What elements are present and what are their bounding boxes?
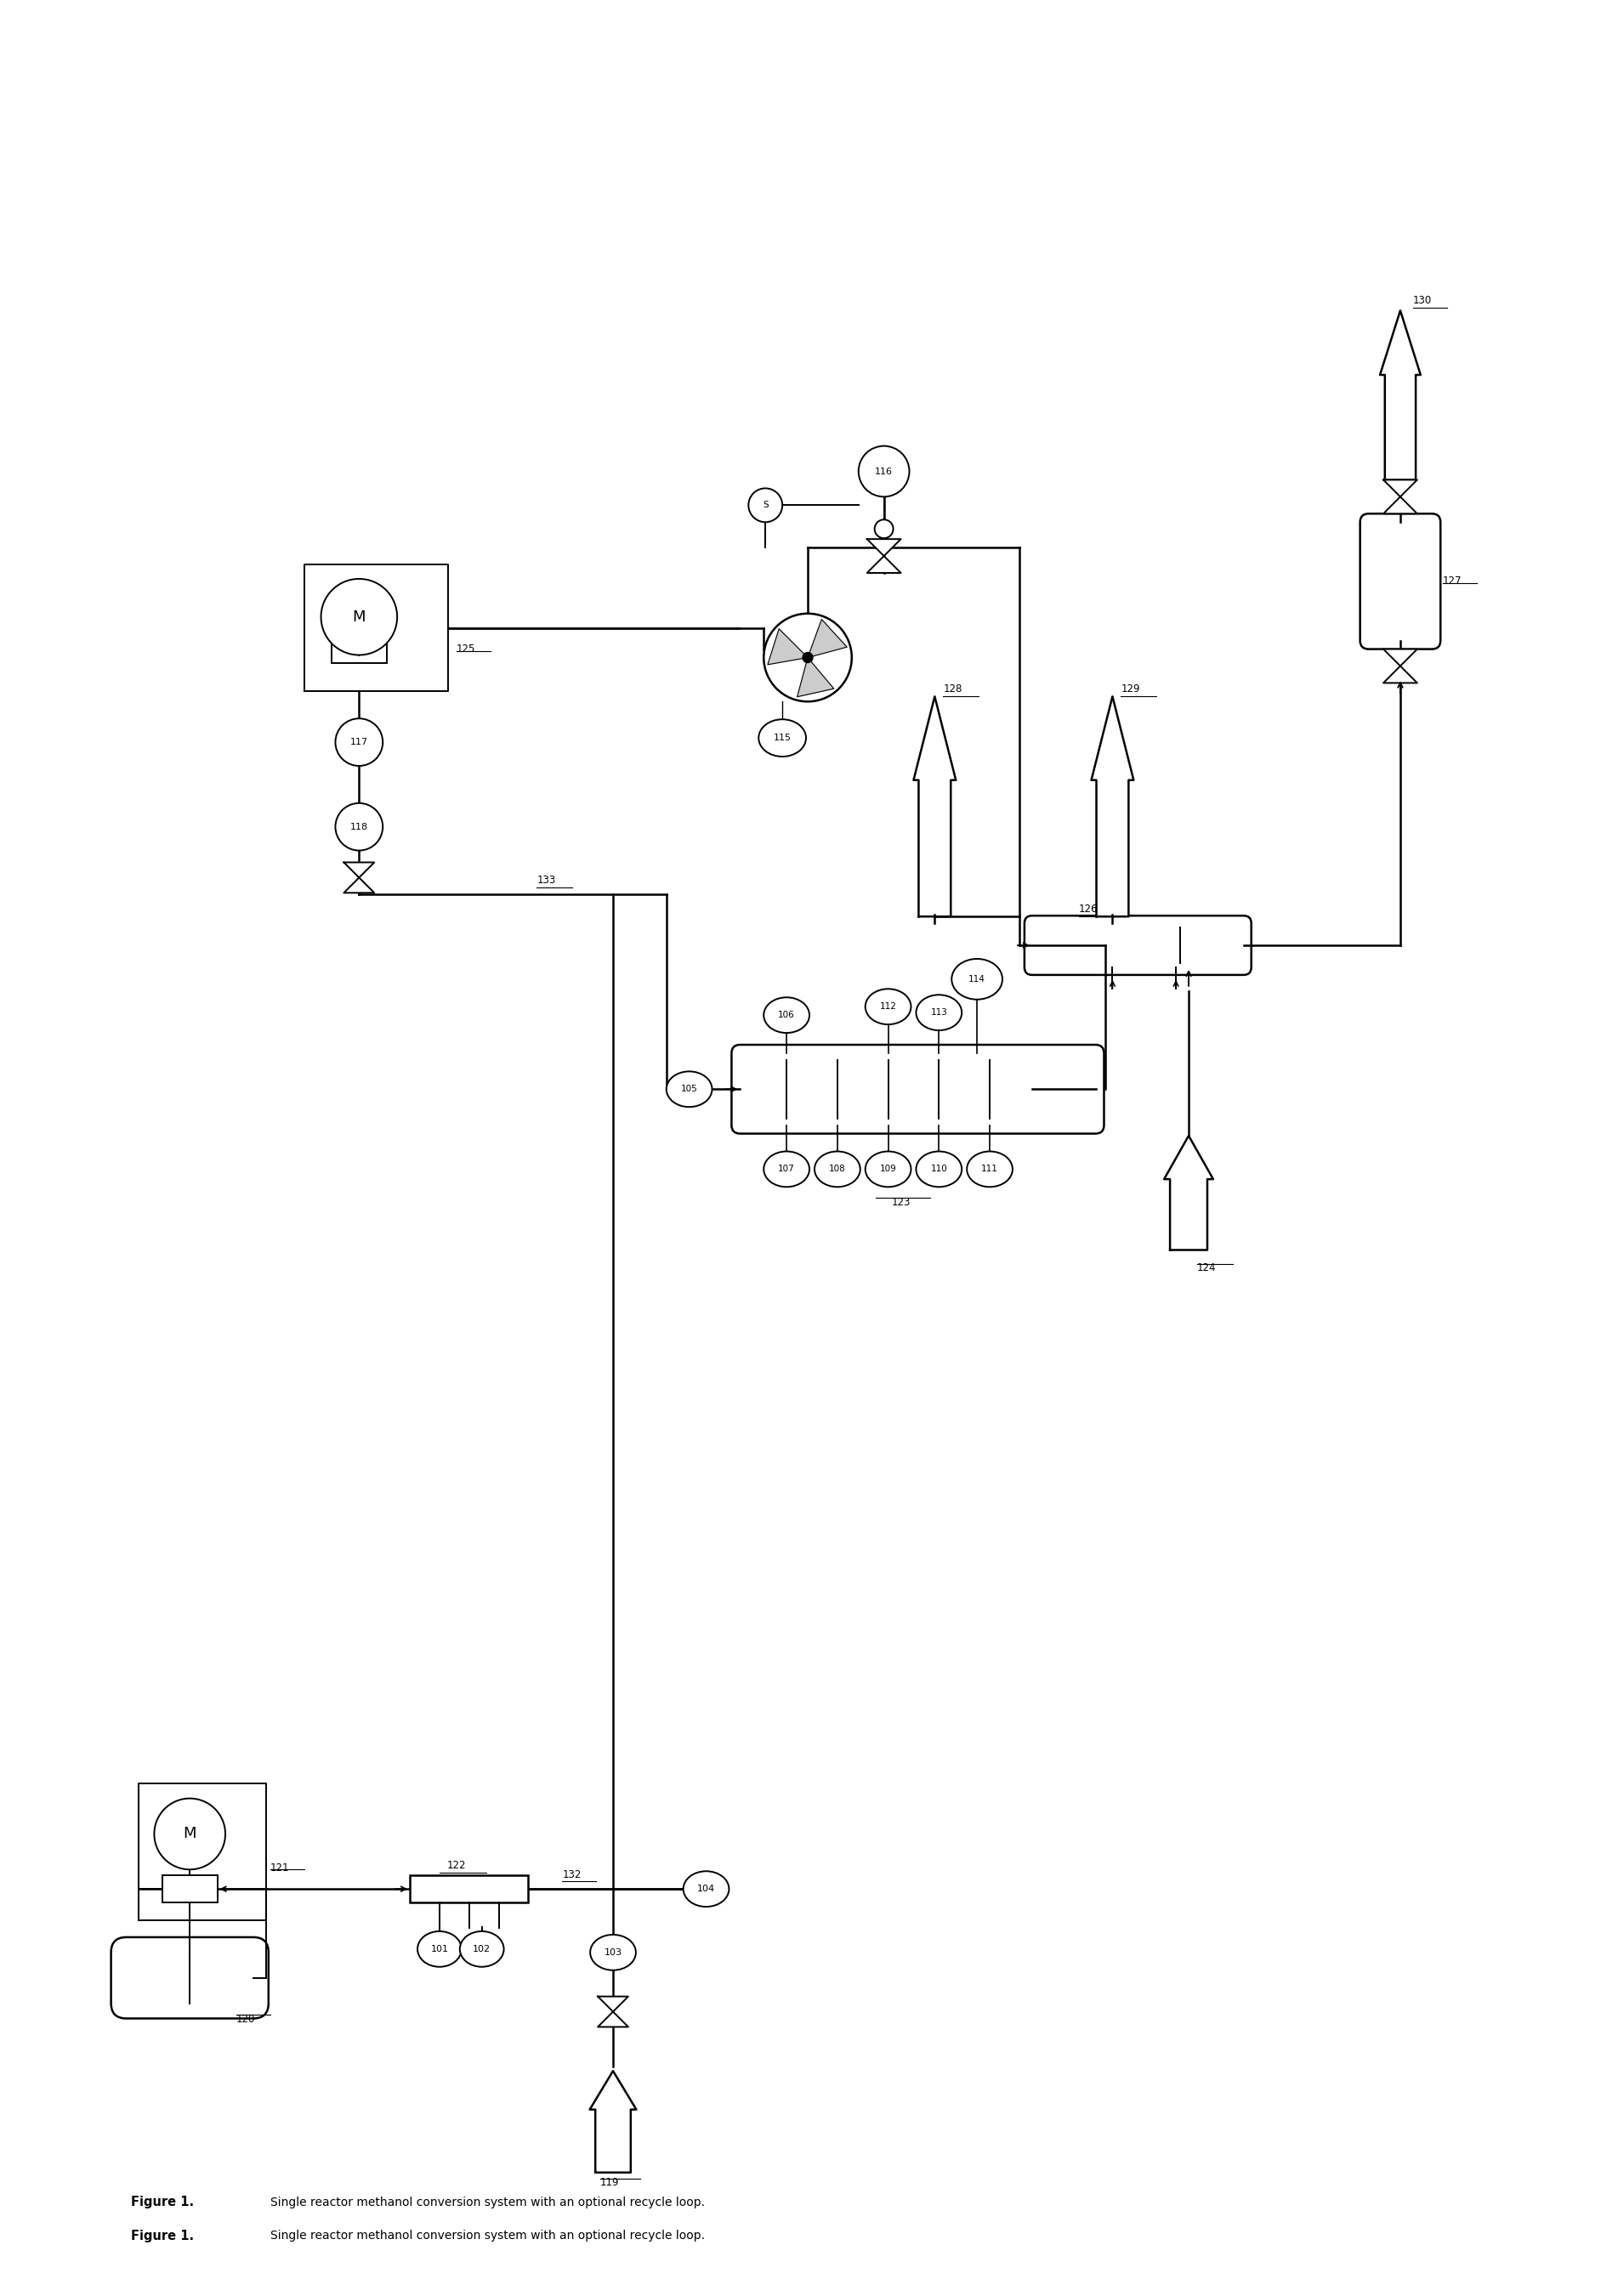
Ellipse shape — [814, 1150, 861, 1187]
Text: 125: 125 — [456, 643, 476, 654]
Text: 102: 102 — [472, 1945, 490, 1954]
Text: 109: 109 — [880, 1164, 896, 1173]
Text: 114: 114 — [969, 976, 985, 983]
Text: 129: 129 — [1121, 684, 1141, 696]
Text: 105: 105 — [681, 1086, 697, 1093]
Polygon shape — [345, 863, 374, 893]
Text: 121: 121 — [270, 1862, 290, 1874]
Ellipse shape — [916, 994, 961, 1031]
Polygon shape — [807, 620, 846, 657]
FancyBboxPatch shape — [1024, 916, 1251, 976]
Polygon shape — [867, 540, 901, 574]
Ellipse shape — [591, 1936, 636, 1970]
Text: 112: 112 — [880, 1003, 896, 1010]
Polygon shape — [1380, 310, 1421, 480]
Text: 115: 115 — [773, 735, 791, 742]
Text: S: S — [762, 501, 769, 510]
Text: 107: 107 — [778, 1164, 794, 1173]
Circle shape — [875, 519, 893, 537]
Text: 117: 117 — [349, 737, 367, 746]
Text: 113: 113 — [930, 1008, 948, 1017]
Circle shape — [764, 613, 851, 703]
Ellipse shape — [667, 1072, 712, 1107]
Circle shape — [335, 804, 383, 850]
Polygon shape — [767, 629, 807, 664]
Text: 127: 127 — [1443, 576, 1461, 588]
Text: 128: 128 — [943, 684, 963, 696]
Text: M: M — [183, 1825, 196, 1841]
Text: 130: 130 — [1413, 296, 1432, 305]
Polygon shape — [1383, 650, 1417, 682]
Circle shape — [335, 719, 383, 767]
Text: 123: 123 — [892, 1196, 911, 1208]
FancyBboxPatch shape — [332, 636, 387, 664]
Text: 104: 104 — [697, 1885, 715, 1894]
Polygon shape — [914, 696, 956, 916]
Text: 101: 101 — [430, 1945, 448, 1954]
Ellipse shape — [764, 1150, 809, 1187]
Ellipse shape — [951, 960, 1003, 999]
Ellipse shape — [417, 1931, 461, 1968]
Text: 103: 103 — [604, 1949, 621, 1956]
Text: 124: 124 — [1197, 1263, 1217, 1274]
Text: 122: 122 — [447, 1860, 466, 1871]
Text: 116: 116 — [875, 466, 893, 475]
Circle shape — [154, 1798, 225, 1869]
Circle shape — [749, 489, 783, 521]
Ellipse shape — [866, 1150, 911, 1187]
Text: Figure 1.: Figure 1. — [131, 2229, 194, 2243]
Text: M: M — [353, 608, 366, 625]
Ellipse shape — [866, 990, 911, 1024]
Text: 108: 108 — [828, 1164, 846, 1173]
Text: 118: 118 — [349, 822, 367, 831]
Text: 106: 106 — [778, 1010, 794, 1019]
FancyBboxPatch shape — [409, 1876, 529, 1903]
Text: 133: 133 — [537, 875, 555, 886]
Polygon shape — [798, 657, 833, 696]
Polygon shape — [597, 1998, 628, 2027]
Text: 126: 126 — [1079, 905, 1097, 914]
Polygon shape — [589, 2071, 636, 2172]
Polygon shape — [1091, 696, 1134, 916]
Ellipse shape — [916, 1150, 961, 1187]
FancyBboxPatch shape — [731, 1045, 1103, 1134]
Text: 119: 119 — [600, 2177, 620, 2188]
Text: 132: 132 — [561, 1869, 581, 1880]
Ellipse shape — [759, 719, 806, 758]
Circle shape — [803, 652, 812, 664]
Text: 111: 111 — [981, 1164, 998, 1173]
Ellipse shape — [683, 1871, 730, 1906]
Ellipse shape — [764, 996, 809, 1033]
Ellipse shape — [968, 1150, 1013, 1187]
FancyBboxPatch shape — [162, 1876, 217, 1903]
Ellipse shape — [460, 1931, 503, 1968]
Circle shape — [320, 579, 396, 654]
FancyBboxPatch shape — [112, 1938, 269, 2018]
Polygon shape — [1383, 480, 1417, 514]
Polygon shape — [1163, 1137, 1214, 1249]
Text: 120: 120 — [236, 2014, 256, 2025]
Text: Single reactor methanol conversion system with an optional recycle loop.: Single reactor methanol conversion syste… — [270, 2197, 705, 2209]
Text: 110: 110 — [930, 1164, 947, 1173]
Circle shape — [859, 445, 909, 496]
Text: Single reactor methanol conversion system with an optional recycle loop.: Single reactor methanol conversion syste… — [270, 2229, 705, 2241]
Text: Figure 1.: Figure 1. — [131, 2195, 194, 2209]
FancyBboxPatch shape — [1361, 514, 1440, 650]
